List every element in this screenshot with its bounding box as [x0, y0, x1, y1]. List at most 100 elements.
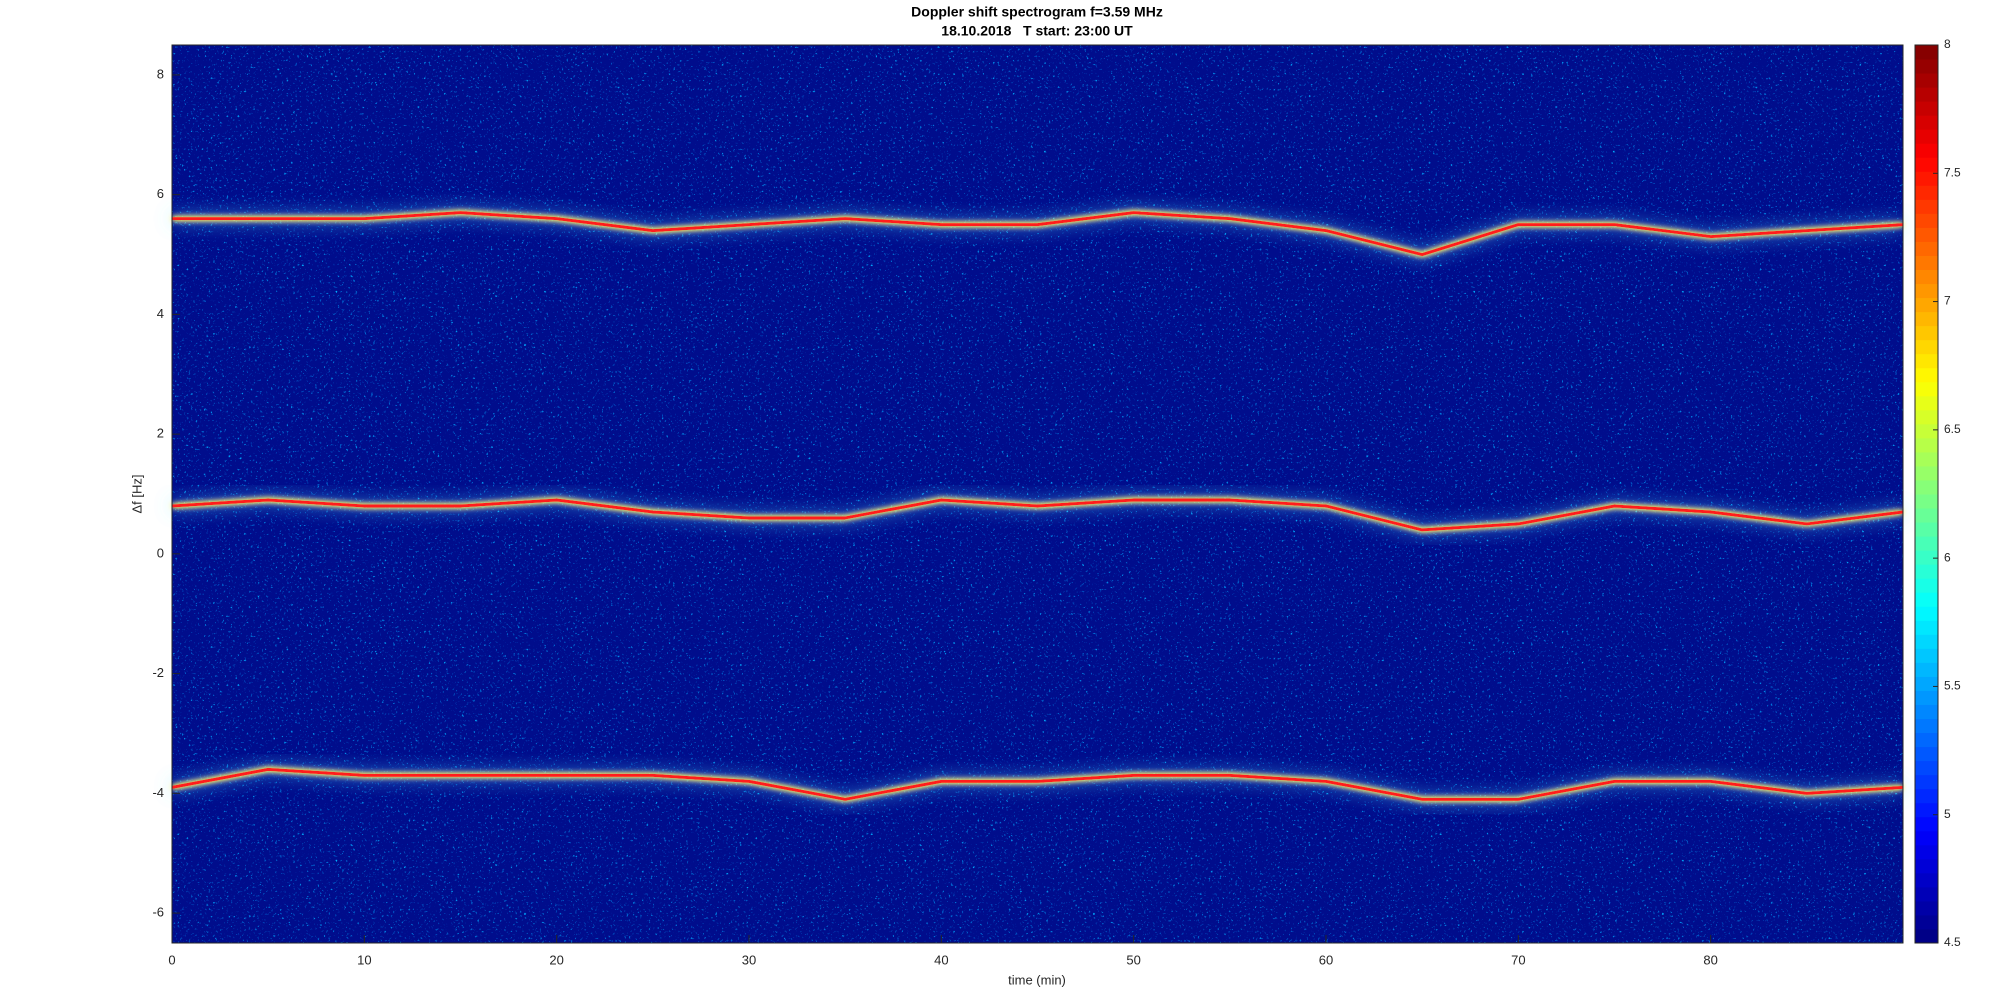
colorbar-segment: [1915, 395, 1938, 411]
colorbar-segment: [1915, 900, 1938, 916]
colorbar-tick-label: 7.5: [1944, 165, 1961, 179]
colorbar-segment: [1915, 451, 1938, 467]
colorbar-segment: [1915, 816, 1938, 832]
x-axis-label: time (min): [1008, 972, 1066, 987]
colorbar-segment: [1915, 550, 1938, 565]
y-tick-label: 8: [157, 66, 164, 81]
colorbar-segment: [1915, 564, 1938, 579]
colorbar-segment: [1915, 928, 1938, 944]
colorbar-segment: [1915, 255, 1938, 270]
colorbar-segment: [1915, 59, 1938, 74]
colorbar-segment: [1915, 73, 1938, 88]
x-tick-label: 30: [742, 952, 756, 967]
colorbar-segment: [1915, 213, 1938, 228]
colorbar-segment: [1915, 830, 1938, 846]
x-tick-label: 10: [357, 952, 371, 967]
colorbar-tick-label: 7: [1944, 294, 1951, 308]
colorbar-segment: [1915, 886, 1938, 902]
x-tick-label: 60: [1319, 952, 1333, 967]
colorbar-segment: [1915, 381, 1938, 397]
colorbar-segment: [1915, 606, 1938, 621]
colorbar-tick-label: 5.5: [1944, 679, 1961, 693]
colorbar-segment: [1915, 760, 1938, 776]
plot-frame: [171, 44, 1904, 944]
colorbar-segment: [1915, 115, 1938, 130]
colorbar-segment: [1915, 508, 1938, 523]
colorbar-segment: [1915, 339, 1938, 355]
colorbar-segment: [1915, 718, 1938, 734]
colorbar-segment: [1915, 437, 1938, 453]
colorbar-segment: [1915, 45, 1938, 60]
y-tick-label: 6: [157, 186, 164, 201]
colorbar-segment: [1915, 353, 1938, 369]
y-tick-label: -4: [152, 785, 164, 800]
colorbar-segment: [1915, 690, 1938, 705]
colorbar-segment: [1915, 788, 1938, 804]
doppler-trace: [171, 498, 1904, 532]
colorbar-segment: [1915, 844, 1938, 860]
x-tick-label: 50: [1126, 952, 1140, 967]
colorbar-segment: [1915, 872, 1938, 888]
colorbar-segment: [1915, 592, 1938, 607]
colorbar-segment: [1915, 746, 1938, 762]
y-tick-label: -6: [152, 905, 164, 920]
chart-subtitle: 18.10.2018 T start: 23:00 UT: [941, 23, 1133, 39]
colorbar-segment: [1915, 858, 1938, 874]
colorbar-segment: [1915, 311, 1938, 327]
colorbar-segment: [1915, 676, 1938, 691]
colorbar-segment: [1915, 522, 1938, 537]
colorbar-tick-label: 5: [1944, 807, 1951, 821]
colorbar-segment: [1915, 157, 1938, 172]
spectrogram-background: [172, 45, 1903, 943]
colorbar-tick-label: 4.5: [1944, 935, 1961, 949]
colorbar-frame: [1914, 44, 1939, 944]
colorbar-segment: [1915, 536, 1938, 551]
colorbar-segment: [1915, 185, 1938, 200]
y-axis-label: Δf [Hz]: [129, 474, 144, 513]
colorbar-segment: [1915, 578, 1938, 593]
colorbar-segment: [1915, 802, 1938, 818]
colorbar-segment: [1915, 241, 1938, 256]
colorbar-tick-label: 6: [1944, 550, 1951, 564]
colorbar-segment: [1915, 87, 1938, 102]
colorbar-segment: [1915, 704, 1938, 719]
colorbar-segment: [1915, 269, 1938, 285]
colorbar-tick-label: 8: [1944, 37, 1951, 51]
x-tick-label: 70: [1511, 952, 1525, 967]
colorbar-tick-label: 6.5: [1944, 422, 1961, 436]
colorbar-segment: [1915, 914, 1938, 930]
colorbar-segment: [1915, 620, 1938, 635]
colorbar-segment: [1915, 171, 1938, 186]
y-tick-label: -2: [152, 665, 164, 680]
colorbar-segment: [1915, 423, 1938, 439]
colorbar-segment: [1915, 634, 1938, 649]
colorbar-segment: [1915, 494, 1938, 509]
colorbar-segment: [1915, 325, 1938, 341]
x-tick-label: 20: [549, 952, 563, 967]
colorbar-segment: [1915, 662, 1938, 677]
colorbar-segment: [1915, 227, 1938, 242]
doppler-trace: [171, 767, 1904, 801]
colorbar-segment: [1915, 101, 1938, 116]
x-tick-label: 80: [1703, 952, 1717, 967]
colorbar-segment: [1915, 409, 1938, 425]
colorbar-segment: [1915, 199, 1938, 214]
colorbar-segment: [1915, 129, 1938, 144]
chart-title: Doppler shift spectrogram f=3.59 MHz: [911, 4, 1163, 20]
colorbar-segment: [1915, 732, 1938, 748]
y-tick-label: 4: [157, 306, 164, 321]
colorbar-segment: [1915, 297, 1938, 313]
x-tick-label: 0: [168, 952, 175, 967]
x-tick-label: 40: [934, 952, 948, 967]
colorbar-segment: [1915, 465, 1938, 481]
colorbar-segment: [1915, 143, 1938, 158]
colorbar-segment: [1915, 479, 1938, 495]
doppler-trace: [172, 211, 1904, 257]
colorbar-segment: [1915, 283, 1938, 299]
y-tick-label: 0: [157, 545, 164, 560]
y-tick-label: 2: [157, 426, 164, 441]
colorbar-segment: [1915, 367, 1938, 383]
colorbar-segment: [1915, 774, 1938, 790]
